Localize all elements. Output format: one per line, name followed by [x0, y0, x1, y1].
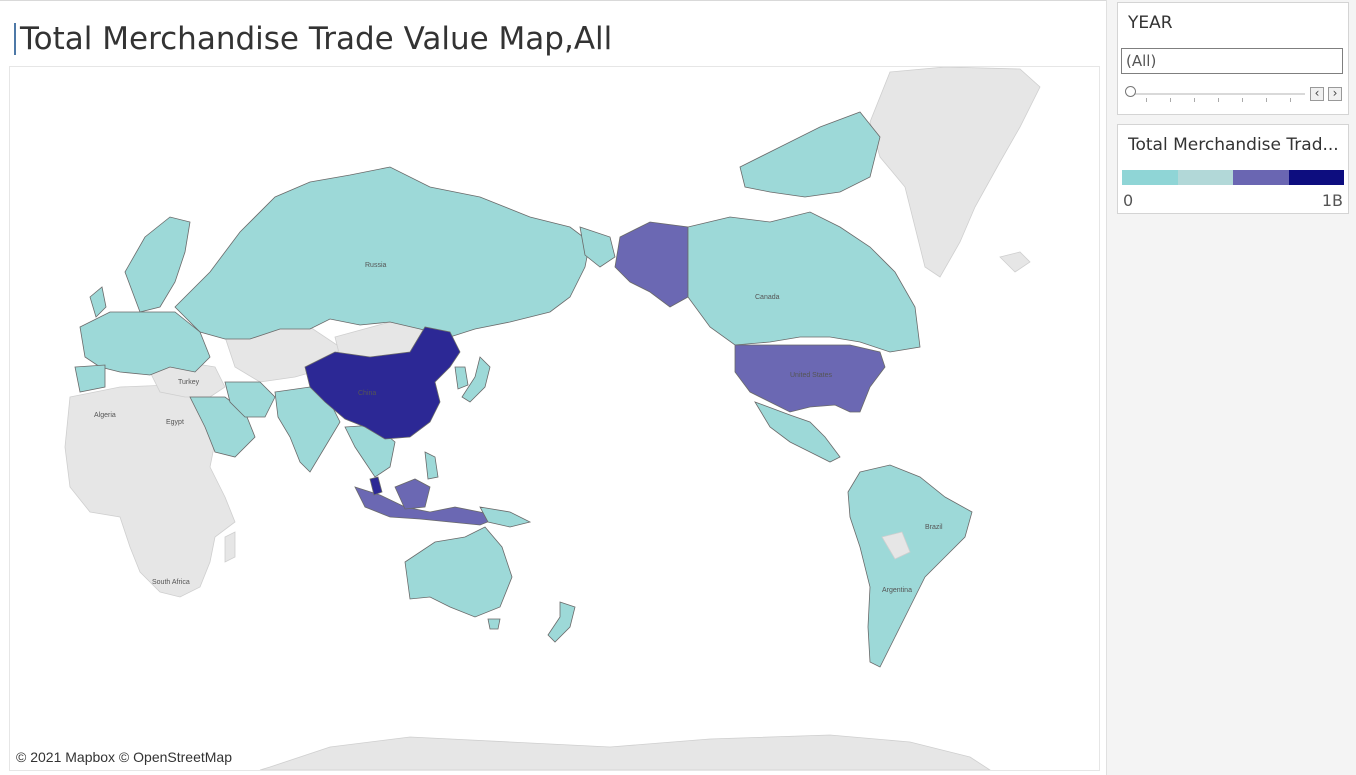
- map-label-argentina: Argentina: [882, 587, 912, 594]
- map-region-kamchatka[interactable]: [579, 226, 616, 268]
- map-label-china: China: [358, 390, 376, 397]
- legend-swatch: [1177, 170, 1233, 185]
- map-region-australia[interactable]: [404, 526, 513, 618]
- map-region-papua[interactable]: [479, 506, 532, 528]
- map-region-arctic-islands[interactable]: [739, 111, 881, 198]
- map-region-scandinavia[interactable]: [124, 216, 191, 313]
- map-label-turkey: Turkey: [178, 379, 200, 386]
- legend-swatch: [1122, 170, 1178, 185]
- map-region-alaska[interactable]: [614, 221, 689, 308]
- map-region-antarctica[interactable]: [259, 734, 991, 770]
- year-filter-card: YEAR (All) ‹ ›: [1117, 2, 1349, 115]
- map-label-egypt: Egypt: [166, 419, 184, 426]
- map-region-malaysia[interactable]: [369, 476, 383, 496]
- map-region-arabia[interactable]: [189, 396, 256, 458]
- map-region-madagascar[interactable]: [224, 531, 236, 563]
- map-region-iran[interactable]: [224, 381, 276, 418]
- page-title: Total Merchandise Trade Value Map,All: [14, 19, 612, 59]
- map-label-canada: Canada: [755, 294, 780, 301]
- legend-color-ramp: [1122, 170, 1344, 185]
- map-region-south-america[interactable]: [847, 464, 973, 668]
- slider-tick: [1290, 98, 1291, 102]
- slider-tick: [1266, 98, 1267, 102]
- year-filter-title: YEAR: [1128, 13, 1173, 33]
- title-text: Total Merchandise Trade Value Map,All: [20, 21, 613, 57]
- map-region-bolivia[interactable]: [881, 531, 911, 560]
- slider-tick: [1170, 98, 1171, 102]
- map-label-south-africa: South Africa: [152, 579, 190, 586]
- year-filter-input[interactable]: (All): [1121, 48, 1343, 74]
- map-label-russia: Russia: [365, 262, 387, 269]
- map-region-new-zealand[interactable]: [547, 601, 576, 643]
- map-region-iberia[interactable]: [74, 364, 106, 393]
- year-slider-track[interactable]: [1131, 93, 1305, 95]
- map-region-canada[interactable]: [687, 211, 921, 353]
- year-slider-thumb[interactable]: [1125, 86, 1136, 97]
- map-region-uk[interactable]: [89, 286, 107, 318]
- map-label-united-states: United States: [790, 372, 833, 379]
- chevron-left-icon[interactable]: ‹: [1310, 87, 1324, 101]
- map-region-philippines[interactable]: [424, 451, 439, 480]
- color-legend-card: Total Merchandise Trad... 0 1B: [1117, 124, 1349, 214]
- choropleth-map[interactable]: Russia Canada United States China Turkey…: [9, 66, 1100, 771]
- slider-tick: [1194, 98, 1195, 102]
- legend-max-label: 1B: [1321, 191, 1343, 210]
- map-worksheet: Total Merchandise Trade Value Map,All: [0, 0, 1106, 771]
- map-region-mexico[interactable]: [754, 401, 841, 463]
- map-region-tasmania[interactable]: [487, 618, 501, 630]
- map-region-united-states[interactable]: [734, 344, 886, 413]
- slider-tick: [1242, 98, 1243, 102]
- legend-swatch: [1288, 170, 1344, 185]
- map-region-china[interactable]: [304, 326, 461, 440]
- slider-tick: [1218, 98, 1219, 102]
- map-label-brazil: Brazil: [925, 524, 943, 531]
- title-accent-bar: [14, 22, 16, 55]
- map-region-iceland[interactable]: [999, 251, 1031, 273]
- map-attribution[interactable]: © 2021 Mapbox © OpenStreetMap: [14, 748, 234, 766]
- legend-swatch: [1233, 170, 1289, 185]
- map-region-korea[interactable]: [454, 366, 469, 390]
- map-region-japan[interactable]: [461, 356, 491, 403]
- map-region-russia[interactable]: [174, 166, 591, 340]
- slider-tick: [1146, 98, 1147, 102]
- legend-title: Total Merchandise Trad...: [1128, 135, 1339, 155]
- map-label-algeria: Algeria: [94, 412, 116, 419]
- sidebar: YEAR (All) ‹ › Total Merchandise Trad...…: [1106, 0, 1356, 775]
- chevron-right-icon[interactable]: ›: [1328, 87, 1342, 101]
- map-region-borneo[interactable]: [394, 478, 431, 510]
- legend-min-label: 0: [1123, 191, 1134, 210]
- map-region-greenland[interactable]: [869, 67, 1041, 278]
- map-svg[interactable]: Russia Canada United States China Turkey…: [10, 67, 1099, 770]
